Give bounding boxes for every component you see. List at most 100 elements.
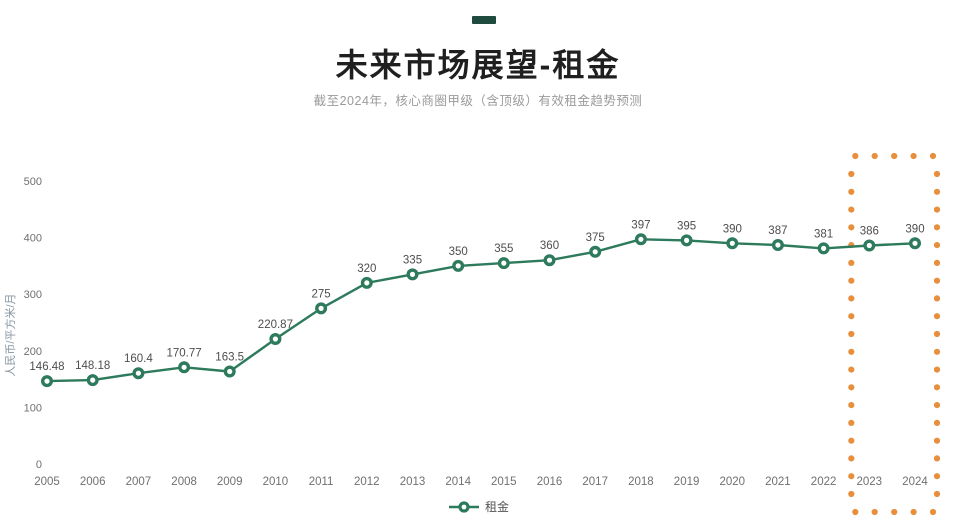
data-point-2015 xyxy=(497,257,510,270)
highlight-dot xyxy=(910,152,917,160)
highlight-dot xyxy=(848,473,855,480)
highlight-dot xyxy=(852,152,859,160)
data-label-2023: 386 xyxy=(860,226,879,238)
highlight-dot xyxy=(933,313,941,320)
highlight-dot xyxy=(933,330,941,338)
highlight-dot xyxy=(891,152,898,160)
y-tick-label: 0 xyxy=(36,459,42,471)
x-tick-label: 2022 xyxy=(811,476,837,488)
data-point-2011 xyxy=(315,302,328,315)
highlight-dot xyxy=(933,348,941,355)
highlight-dot xyxy=(933,277,941,284)
highlight-dot xyxy=(933,437,941,444)
data-point-2013 xyxy=(406,268,419,281)
data-point-2018 xyxy=(634,233,647,246)
x-tick-label: 2011 xyxy=(309,476,334,488)
data-point-2010 xyxy=(269,332,282,345)
highlight-dot xyxy=(933,206,941,213)
x-tick-label: 2024 xyxy=(902,476,928,488)
rent-series-line xyxy=(46,238,916,383)
data-point-2006 xyxy=(86,374,99,387)
data-point-2014 xyxy=(452,259,465,272)
highlight-dot xyxy=(933,419,941,426)
highlight-dot xyxy=(933,402,941,409)
x-tick-label: 2019 xyxy=(674,476,700,488)
x-tick-label: 2017 xyxy=(582,476,608,488)
data-point-2007 xyxy=(132,367,145,380)
x-tick-label: 2014 xyxy=(445,476,471,488)
highlight-dot xyxy=(933,455,941,462)
highlight-dot xyxy=(848,455,855,462)
highlight-dot xyxy=(929,152,937,160)
x-tick-label: 2020 xyxy=(720,476,746,488)
y-tick-label: 200 xyxy=(24,346,42,358)
data-label-2014: 350 xyxy=(449,246,468,258)
highlight-dot xyxy=(848,295,855,302)
highlight-dot xyxy=(848,437,855,444)
highlight-dot xyxy=(910,508,917,516)
highlight-dot xyxy=(933,170,941,178)
x-tick-label: 2005 xyxy=(34,476,60,488)
data-label-2012: 320 xyxy=(357,263,376,275)
highlight-dot xyxy=(933,473,941,480)
highlight-dot xyxy=(933,259,941,266)
x-tick-label: 2007 xyxy=(126,476,152,488)
page-title: 未来市场展望-租金 xyxy=(335,47,621,83)
data-label-2005: 146.48 xyxy=(29,361,64,373)
highlight-dot xyxy=(933,366,941,373)
legend-marker-icon xyxy=(458,501,470,513)
page-subtitle: 截至2024年，核心商圈甲级（含顶级）有效租金趋势预测 xyxy=(313,94,643,108)
data-label-2009: 163.5 xyxy=(215,352,244,364)
highlight-dot xyxy=(933,384,941,391)
highlight-dot xyxy=(848,259,855,266)
rent-line-chart: 0 100 200 300 400 500 人民币/平方米/月 2005 2006 2007 200… xyxy=(3,152,941,516)
data-label-2015: 355 xyxy=(494,243,513,255)
data-point-2016 xyxy=(543,254,556,267)
data-point-2023 xyxy=(863,239,876,252)
data-point-2019 xyxy=(680,234,693,247)
x-tick-label: 2016 xyxy=(537,476,563,488)
y-axis-title: 人民币/平方米/月 xyxy=(3,293,17,376)
data-point-2021 xyxy=(771,238,784,251)
y-tick-label: 400 xyxy=(24,233,42,245)
highlight-dot xyxy=(933,188,941,195)
highlight-dot xyxy=(871,508,878,516)
highlight-dot xyxy=(848,402,855,409)
data-label-2024: 390 xyxy=(905,223,924,235)
x-tick-label: 2018 xyxy=(628,476,654,488)
highlight-dot xyxy=(871,152,878,160)
highlight-dot xyxy=(848,313,855,320)
x-tick-label: 2009 xyxy=(217,476,243,488)
highlight-dot xyxy=(933,490,941,498)
data-label-2021: 387 xyxy=(768,225,787,237)
data-point-2017 xyxy=(589,245,602,258)
x-tick-label: 2021 xyxy=(765,476,791,488)
data-label-2010: 220.87 xyxy=(258,319,293,331)
data-label-2016: 360 xyxy=(540,240,559,252)
highlight-dot xyxy=(848,188,855,195)
data-point-2005 xyxy=(41,375,54,388)
highlight-dot xyxy=(848,384,855,391)
title-accent-dash xyxy=(472,16,496,24)
legend: 租金 xyxy=(449,499,509,514)
y-tick-label: 500 xyxy=(24,176,42,188)
highlight-dot xyxy=(929,508,937,516)
data-point-2022 xyxy=(817,242,830,255)
highlight-dot xyxy=(933,242,941,249)
data-label-2017: 375 xyxy=(586,232,605,244)
highlight-dot xyxy=(933,224,941,231)
highlight-dot xyxy=(848,419,855,426)
data-label-2006: 148.18 xyxy=(75,360,110,372)
highlight-dot xyxy=(848,170,855,178)
x-tick-label: 2015 xyxy=(491,476,517,488)
highlight-dot xyxy=(848,224,855,231)
highlight-dot xyxy=(891,508,898,516)
highlight-dot xyxy=(848,366,855,373)
data-label-2019: 395 xyxy=(677,220,696,232)
data-point-2024 xyxy=(909,237,922,250)
highlight-dot xyxy=(933,295,941,302)
y-tick-label: 100 xyxy=(24,402,42,414)
data-point-2012 xyxy=(360,276,373,289)
data-point-2020 xyxy=(726,237,739,250)
